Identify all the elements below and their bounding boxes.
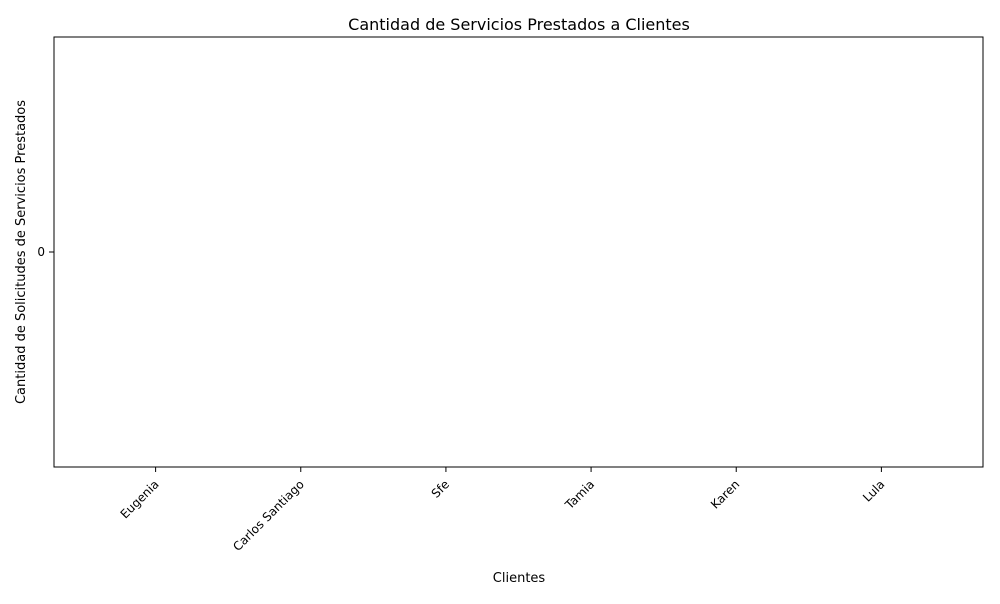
y-axis-label: Cantidad de Solicitudes de Servicios Pre…: [14, 100, 29, 404]
x-axis-label: Clientes: [493, 571, 546, 586]
y-axis-ticks: 0: [37, 245, 54, 259]
x-tick-label: Lula: [860, 477, 887, 504]
x-tick-label: Carlos Santiago: [230, 477, 307, 554]
x-tick-label: Tamia: [562, 477, 597, 512]
x-tick-label: Sfe: [429, 477, 453, 501]
chart-title: Cantidad de Servicios Prestados a Client…: [348, 15, 690, 34]
y-tick-label: 0: [37, 245, 45, 259]
plot-area: [53, 36, 984, 468]
plot-frame: [53, 36, 984, 468]
x-tick-label: Eugenia: [118, 477, 162, 521]
x-axis-ticks: Eugenia Carlos Santiago Sfe Tamia Karen Lula: [118, 467, 888, 554]
x-tick-label: Karen: [708, 477, 742, 511]
